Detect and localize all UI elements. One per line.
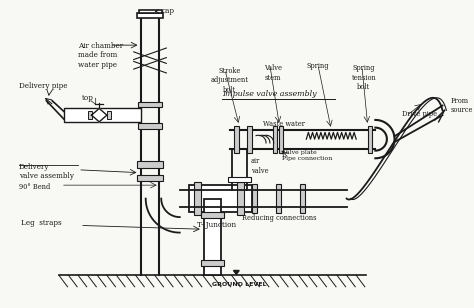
Text: Waste water: Waste water — [263, 120, 305, 128]
Text: Spring
tension
bolt: Spring tension bolt — [352, 64, 376, 91]
Bar — [137, 161, 164, 168]
Bar — [368, 126, 373, 152]
Text: Valve
stem: Valve stem — [264, 64, 282, 82]
Bar — [204, 199, 221, 275]
Text: Drive pipe: Drive pipe — [402, 110, 438, 118]
Text: Delivery pipe: Delivery pipe — [18, 82, 67, 90]
Bar — [273, 126, 277, 152]
Text: GROUND LEVEL: GROUND LEVEL — [212, 282, 266, 287]
Text: Air chamber
made from
water pipe: Air chamber made from water pipe — [78, 42, 123, 69]
Bar — [189, 185, 252, 212]
Text: From
source: From source — [450, 97, 473, 114]
Bar — [280, 126, 283, 152]
Text: T- Junction: T- Junction — [197, 221, 236, 229]
Bar — [137, 102, 163, 107]
Bar — [64, 108, 141, 122]
Polygon shape — [234, 270, 239, 274]
Bar — [276, 184, 282, 213]
Bar — [237, 182, 244, 215]
Bar — [194, 182, 201, 215]
Bar — [201, 212, 224, 218]
Text: Reducing connections: Reducing connections — [242, 214, 317, 222]
Bar — [300, 184, 305, 213]
Bar — [107, 111, 111, 119]
Bar — [247, 126, 252, 152]
Text: top: top — [82, 94, 94, 102]
Text: cap: cap — [155, 7, 174, 14]
Bar — [88, 111, 91, 119]
Bar — [228, 176, 251, 182]
Text: air
valve: air valve — [251, 157, 268, 175]
Bar — [137, 175, 164, 181]
Text: Stroke
adjustment
bolt: Stroke adjustment bolt — [210, 67, 248, 94]
Text: Impulse valve assembly: Impulse valve assembly — [222, 90, 317, 98]
Polygon shape — [91, 108, 107, 122]
Bar — [137, 123, 163, 128]
Text: Spring: Spring — [307, 63, 329, 71]
Bar — [235, 126, 239, 152]
Text: Delivery
valve assembly: Delivery valve assembly — [18, 163, 73, 180]
Bar — [137, 14, 164, 18]
Text: Valve plate
Pipe connection: Valve plate Pipe connection — [283, 150, 333, 161]
Text: Leg  straps: Leg straps — [20, 219, 61, 227]
Bar — [201, 260, 224, 266]
Bar — [138, 10, 162, 14]
Text: 90° Bend: 90° Bend — [18, 183, 50, 191]
Bar — [252, 184, 257, 213]
